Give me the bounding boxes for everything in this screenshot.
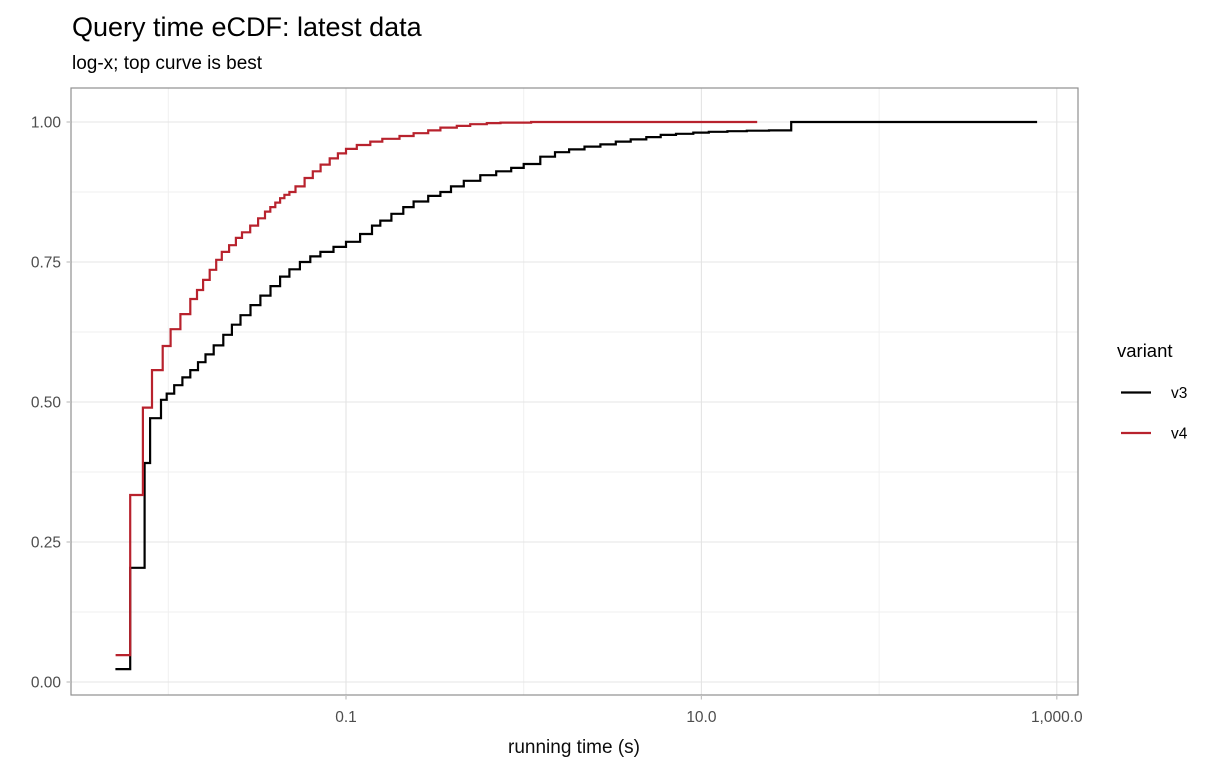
x-axis-title: running time (s) <box>508 737 640 758</box>
legend-item-v3: v3 <box>1121 385 1187 402</box>
legend-item-v4: v4 <box>1121 426 1188 443</box>
legend-label-v3: v3 <box>1171 385 1187 402</box>
ecdf-curves <box>115 120 1038 671</box>
panel-border <box>70 87 1079 696</box>
chart-title: Query time eCDF: latest data <box>72 12 423 42</box>
legend-title: variant <box>1117 340 1173 361</box>
chart-subtitle: log-x; top curve is best <box>72 53 263 74</box>
ecdf-curve-v4 <box>115 120 758 657</box>
y-axis-tick-labels: 0.00 0.25 0.50 0.75 1.00 <box>31 115 62 692</box>
y-tick-label: 0.75 <box>31 255 61 272</box>
x-axis-tick-labels: 0.1 10.0 1,000.0 <box>335 709 1083 726</box>
x-tick-label: 0.1 <box>335 709 357 726</box>
ecdf-curve-v3 <box>115 120 1038 671</box>
legend: variant v3 v4 <box>1117 340 1188 443</box>
x-tick-label: 10.0 <box>686 709 717 726</box>
axis-tick-marks <box>66 121 1058 700</box>
y-tick-label: 0.00 <box>31 675 62 692</box>
minor-gridlines <box>71 88 1078 695</box>
y-tick-label: 0.25 <box>31 535 61 552</box>
y-tick-label: 1.00 <box>31 115 62 132</box>
y-tick-label: 0.50 <box>31 395 62 412</box>
x-tick-label: 1,000.0 <box>1031 709 1083 726</box>
legend-label-v4: v4 <box>1171 426 1188 443</box>
